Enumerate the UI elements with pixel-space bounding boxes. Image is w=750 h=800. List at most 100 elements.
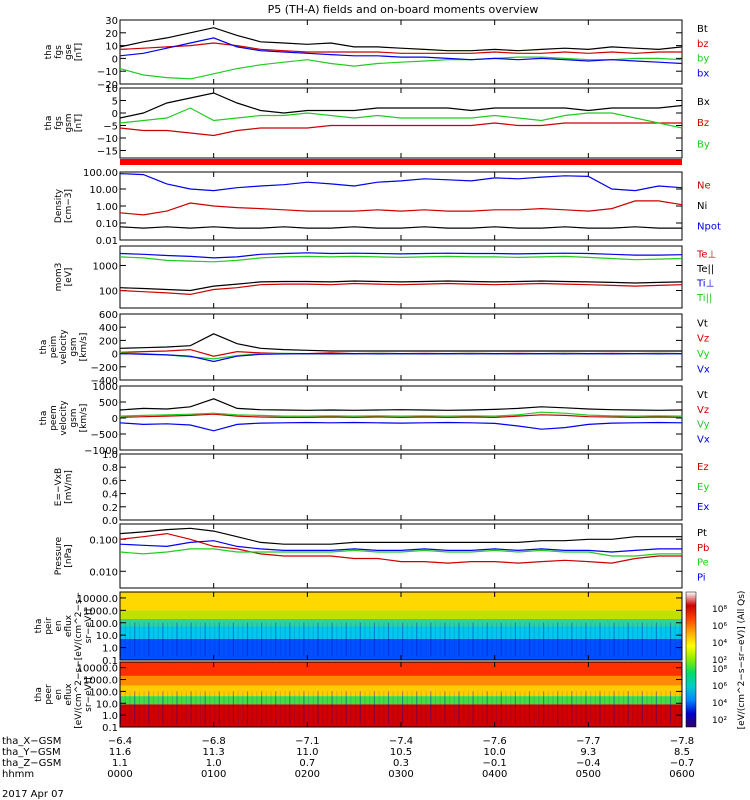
spectrogram-texture <box>458 691 460 724</box>
spectrogram-texture <box>637 691 639 724</box>
x-axis-table: tha_X−GSM −6.4 −6.8 −7.1 −7.4 −7.6 −7.7 −7.8 tha… <box>2 736 695 780</box>
legend-entry: Vz <box>697 405 709 416</box>
spectrogram-texture <box>430 622 432 657</box>
x-axis-value: −0.1 <box>483 758 507 769</box>
spectrogram-texture <box>416 622 418 657</box>
y-tick-label: 0.1 <box>102 656 118 667</box>
spectrogram-texture <box>575 691 578 724</box>
spectrogram-texture <box>580 691 582 724</box>
spectrogram-band <box>120 610 682 620</box>
y-tick-label: 100.00 <box>83 168 118 179</box>
colorbar-label: [eV/(cm^2−s−sr−eV)] (All Qs) <box>737 591 747 730</box>
colorbar-tick: 10⁸ <box>712 605 727 615</box>
spectrogram-texture <box>143 622 145 657</box>
x-axis-row-label: hhmm <box>2 769 34 780</box>
spectrogram-texture <box>336 691 338 724</box>
spectrogram-texture <box>660 691 662 724</box>
y-axis-label: tha <box>44 45 54 60</box>
spectrogram-texture <box>444 622 446 657</box>
spectrogram-texture <box>199 622 202 657</box>
y-axis-label: en <box>54 689 64 700</box>
spectrogram-texture <box>246 622 249 657</box>
spectrogram-texture <box>660 622 662 657</box>
legend-entry: Ti⊥ <box>696 278 714 289</box>
y-tick-label: 0.010 <box>89 567 118 578</box>
spectrogram-texture <box>157 691 159 724</box>
spectrogram-texture <box>411 622 413 657</box>
spectrogram-texture <box>547 622 549 657</box>
spectrogram-texture <box>373 622 375 657</box>
spectrogram-texture <box>519 622 521 657</box>
colorbar-tick: 10⁴ <box>712 699 727 709</box>
spectrogram-texture <box>585 691 587 724</box>
spectrogram-texture <box>228 622 230 657</box>
panel-frame <box>119 313 683 381</box>
y-axis-label: velocity <box>59 400 69 436</box>
x-axis-row-label: tha_Y−GSM <box>2 747 61 758</box>
spectrogram-band <box>120 685 682 697</box>
y-axis-label: gsm <box>69 337 79 356</box>
y-axis-label: tha <box>39 411 49 426</box>
spectrogram-texture <box>209 622 211 657</box>
y-axis-label: fgs <box>54 116 64 130</box>
y-axis-label: eflux <box>64 683 74 706</box>
spectrogram-band <box>120 592 682 611</box>
legend-entry: Bt <box>697 24 708 35</box>
spectrogram-texture <box>392 691 394 724</box>
y-axis-label: en <box>54 620 64 631</box>
y-axis-label: Pressure <box>54 536 64 575</box>
y-tick-label: 500 <box>99 398 118 409</box>
series-Bt <box>119 27 683 52</box>
spectrogram-texture <box>514 691 516 724</box>
y-tick-label: 5 <box>112 97 118 108</box>
series-Ti|| <box>119 255 683 263</box>
spectrogram-texture <box>646 691 648 724</box>
spectrogram-texture <box>477 691 479 724</box>
spectrogram-texture <box>655 622 657 657</box>
panel-fgs_gse: 30 20 100 −10 −20 tha fgs gse [nT] Bt bz by bx <box>44 16 709 91</box>
spectrogram-band <box>120 704 682 727</box>
series-Ti⊥ <box>119 252 683 259</box>
spectrogram-texture <box>618 622 620 657</box>
y-tick-label: 30 <box>105 16 118 27</box>
y-tick-label: 0 <box>112 109 118 120</box>
spectrogram-texture <box>138 691 140 724</box>
spectrogram-texture <box>303 622 305 657</box>
spectrogram-texture <box>237 691 239 724</box>
spectrogram-texture <box>232 691 234 724</box>
legend-entry: Vy <box>697 349 710 360</box>
spectrogram-texture <box>369 622 371 657</box>
spectrogram-texture <box>138 622 140 657</box>
y-tick-label: 0.8 <box>102 463 118 474</box>
spectrogram-texture <box>613 622 615 657</box>
spectrogram-texture <box>350 622 352 657</box>
y-tick-label: 0.4 <box>102 490 118 501</box>
spectrogram-texture <box>566 691 568 724</box>
spectrogram-texture <box>256 622 258 657</box>
spectrogram-texture <box>420 691 422 724</box>
spectrogram-texture <box>425 622 427 657</box>
spectrogram-texture <box>604 622 606 657</box>
spectrogram-texture <box>402 622 404 657</box>
legend-entry: Te|| <box>696 264 714 275</box>
y-axis-label: [nT] <box>74 43 84 61</box>
y-axis-label: peem <box>49 405 59 431</box>
spectrogram-texture <box>134 622 136 657</box>
x-axis-value: 0000 <box>107 769 132 780</box>
legend-entry: Vx <box>697 364 710 375</box>
spectrogram-texture <box>209 691 211 724</box>
legend-entry: Pb <box>697 543 709 554</box>
spectrogram-texture <box>674 622 676 657</box>
legend-entry: by <box>697 54 709 65</box>
x-axis-row-label: tha_Z−GSM <box>2 758 61 769</box>
series-Pb <box>119 532 682 564</box>
plot-title: P5 (TH-A) fields and on-board moments ov… <box>268 3 539 16</box>
legend-entry: bz <box>697 39 709 50</box>
spectrogram-texture <box>284 691 286 724</box>
spectrogram-texture <box>449 691 451 724</box>
spectrogram-texture <box>646 622 648 657</box>
spectrogram-texture <box>195 691 197 724</box>
panel-fgs_gsm: 10 50 −5−10 −15 tha fgs gsm [nT] Bx Bz By <box>44 84 710 159</box>
spectrogram-texture <box>190 622 192 657</box>
spectrogram-texture <box>355 622 357 657</box>
